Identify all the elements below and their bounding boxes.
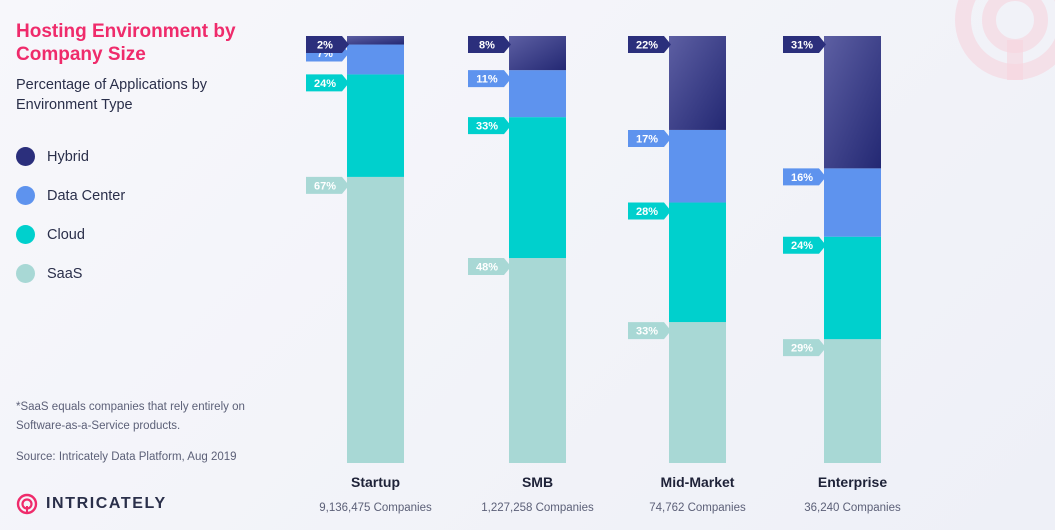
company-count-mid-market: 74,762 Companies (649, 502, 746, 514)
bar-segment-enterprise-cloud (824, 236, 881, 340)
bar-segment-mid-market-hybrid (669, 36, 726, 130)
value-tag-mid-market-data-center (628, 129, 671, 147)
value-tag-mid-market-hybrid (628, 36, 671, 53)
bar-segment-mid-market-cloud (669, 202, 726, 323)
footnote: *SaaS equals companies that rely entirel… (16, 401, 245, 432)
category-label-startup: Startup (351, 474, 400, 490)
data-label-enterprise-data-center: 16% (791, 172, 813, 184)
value-tag-enterprise-data-center (783, 168, 826, 186)
value-tag-enterprise-hybrid (783, 36, 826, 53)
value-tag-mid-market-saas (628, 322, 671, 340)
legend-item-hybrid: Hybrid (16, 137, 125, 176)
category-label-mid-market: Mid-Market (661, 474, 735, 490)
company-count-smb: 1,227,258 Companies (481, 502, 594, 514)
data-label-smb-saas: 48% (476, 262, 498, 274)
data-label-mid-market-hybrid: 22% (636, 40, 658, 52)
data-label-enterprise-saas: 29% (791, 343, 813, 355)
bar-segment-startup-hybrid (347, 36, 404, 45)
legend-label-saas: SaaS (47, 265, 83, 282)
data-label-mid-market-saas: 33% (636, 326, 658, 338)
bar-segment-smb-cloud (509, 117, 566, 259)
bar-segment-smb-saas (509, 258, 566, 463)
value-tag-smb-data-center (468, 70, 511, 88)
value-tag-startup-cloud (306, 74, 349, 92)
legend-label-data-center: Data Center (47, 187, 126, 204)
chart-title: Hosting Environment by Company Size (16, 21, 236, 65)
intricately-logo-icon (16, 493, 38, 515)
value-tag-smb-hybrid (468, 36, 511, 53)
data-label-mid-market-cloud: 28% (636, 206, 658, 218)
value-tag-startup-saas (306, 176, 349, 194)
legend-item-cloud: Cloud (16, 215, 125, 254)
company-count-startup: 9,136,475 Companies (319, 502, 432, 514)
data-label-smb-cloud: 33% (476, 121, 498, 133)
data-label-smb-data-center: 11% (476, 74, 498, 86)
bar-segment-enterprise-data-center (824, 168, 881, 237)
bar-segment-smb-hybrid (509, 36, 566, 71)
bar-segment-mid-market-saas (669, 322, 726, 463)
bar-segment-startup-data-center (347, 44, 404, 75)
bar-segment-enterprise-saas (824, 339, 881, 463)
category-label-smb: SMB (522, 474, 553, 490)
legend-swatch-data-center (16, 186, 35, 205)
brand-name: INTRICATELY (46, 495, 167, 512)
data-label-startup-saas: 67% (314, 180, 336, 192)
decorative-logo-watermark (955, 0, 1055, 80)
legend-item-saas: SaaS (16, 254, 125, 293)
value-tag-smb-saas (468, 258, 511, 276)
legend-swatch-cloud (16, 225, 35, 244)
brand: INTRICATELY (16, 493, 167, 515)
legend-label-hybrid: Hybrid (47, 148, 89, 165)
data-label-startup-hybrid: 2% (317, 40, 333, 52)
bar-segment-startup-cloud (347, 74, 404, 177)
bar-segment-smb-data-center (509, 70, 566, 118)
data-label-startup-cloud: 24% (314, 78, 336, 90)
legend-item-data-center: Data Center (16, 176, 125, 215)
legend: Hybrid Data Center Cloud SaaS (16, 137, 125, 293)
legend-swatch-saas (16, 264, 35, 283)
bar-segment-startup-saas (347, 176, 404, 463)
bar-segment-enterprise-hybrid (824, 36, 881, 169)
chart-subtitle: Percentage of Applications by Environmen… (16, 77, 208, 113)
value-tag-enterprise-saas (783, 339, 826, 357)
company-count-enterprise: 36,240 Companies (804, 502, 901, 514)
data-label-enterprise-hybrid: 31% (791, 40, 813, 52)
value-tag-enterprise-cloud (783, 236, 826, 254)
value-tag-mid-market-cloud (628, 202, 671, 220)
category-label-enterprise: Enterprise (818, 474, 887, 490)
source-note: Source: Intricately Data Platform, Aug 2… (16, 451, 237, 463)
value-tag-smb-cloud (468, 117, 511, 135)
value-tag-startup-hybrid (306, 36, 349, 53)
data-label-smb-hybrid: 8% (479, 40, 495, 52)
legend-swatch-hybrid (16, 147, 35, 166)
data-label-enterprise-cloud: 24% (791, 240, 813, 252)
data-label-mid-market-data-center: 17% (636, 133, 658, 145)
legend-label-cloud: Cloud (47, 226, 85, 243)
bar-segment-mid-market-data-center (669, 129, 726, 203)
